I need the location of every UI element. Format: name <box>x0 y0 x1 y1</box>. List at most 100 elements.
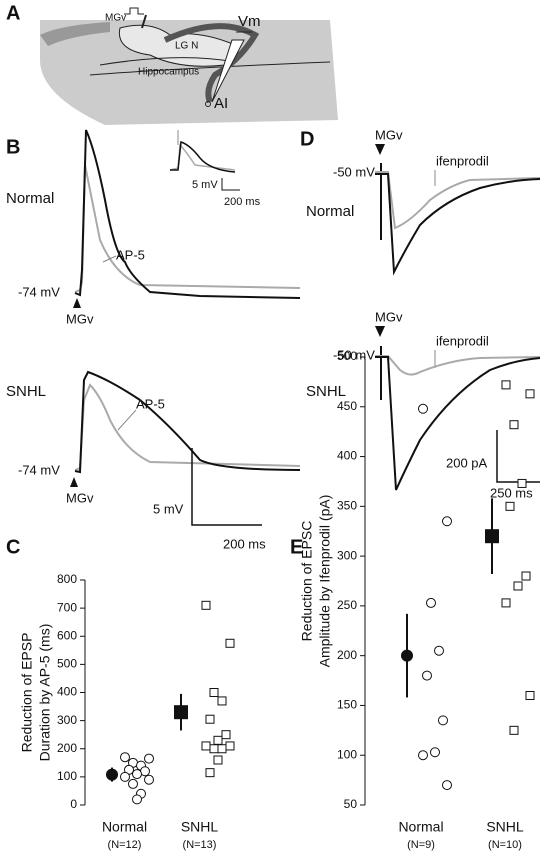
data-point <box>434 645 444 656</box>
trace-control <box>375 173 541 276</box>
label: Vm <box>238 13 261 30</box>
data-point <box>525 389 535 399</box>
data-point <box>430 747 440 758</box>
data-point <box>513 581 523 591</box>
y-tick-label: 400 <box>57 685 77 699</box>
scale-label: 5 mV <box>192 179 218 191</box>
y-tick-label: 450 <box>337 399 357 413</box>
x-n-label: (N=10) <box>488 839 522 851</box>
label: AI <box>214 95 228 112</box>
stim-marker <box>375 326 385 337</box>
y-tick-label: 700 <box>57 600 77 614</box>
scale-label: 5 mV <box>153 501 184 516</box>
trace-drug <box>375 355 541 376</box>
data-point <box>201 741 211 751</box>
recording-site <box>205 101 211 107</box>
data-point <box>120 752 130 763</box>
stim-marker <box>73 298 81 308</box>
drug-label: AP-5 <box>116 247 145 262</box>
y-tick-label: 350 <box>337 499 357 513</box>
y-tick-label: 400 <box>337 449 357 463</box>
y-tick-label: 50 <box>344 797 358 811</box>
trace-drug <box>375 171 541 230</box>
drug-label: ifenprodil <box>436 153 489 168</box>
panel-b: B Normal AP-5 -74 mV MGv 5 mV 200 ms SNH… <box>6 129 301 551</box>
hippocampus-line <box>99 57 236 66</box>
data-point <box>509 420 519 430</box>
stim-label: MGv <box>66 311 94 326</box>
mean-marker <box>485 529 499 544</box>
panel-a: A MGv LG N Hippocampus Vm AI <box>6 2 338 125</box>
mean-marker <box>174 705 188 720</box>
data-point <box>442 780 452 791</box>
drug-label: ifenprodil <box>436 333 489 348</box>
data-point <box>517 478 527 488</box>
recording-electrode <box>211 39 245 103</box>
baseline-label: -50 mV <box>333 164 375 179</box>
scale-bar <box>191 448 262 526</box>
y-tick-label: 250 <box>337 598 357 612</box>
data-point <box>501 380 511 390</box>
leader <box>102 255 117 263</box>
data-point <box>128 778 138 789</box>
y-axis-label: Reduction of EPSC <box>299 521 315 642</box>
data-point <box>418 750 428 761</box>
stim-pulse <box>124 7 144 15</box>
x-category-label: Normal <box>398 819 443 835</box>
trace-title: SNHL <box>6 383 46 400</box>
y-tick-label: 500 <box>57 657 77 671</box>
trace-drug <box>74 164 301 293</box>
y-axis-label: Amplitude by Ifenprodil (pA) <box>317 495 333 668</box>
tissue-strip <box>40 22 110 46</box>
data-point <box>521 571 531 581</box>
data-point <box>132 769 142 780</box>
baseline-label: -74 mV <box>18 462 60 477</box>
inset-control <box>170 140 236 173</box>
trace-title: Normal <box>6 190 54 207</box>
scale-label: 200 ms <box>223 536 266 551</box>
inset-scale-bar <box>221 178 240 191</box>
data-point <box>426 597 436 608</box>
trace-control <box>74 370 301 474</box>
x-n-label: (N=9) <box>407 839 435 851</box>
scale-label: 200 ms <box>224 196 261 208</box>
data-point <box>505 501 515 511</box>
y-tick-label: 800 <box>57 572 77 586</box>
y-tick-label: 0 <box>70 797 77 811</box>
y-axis-label: Reduction of EPSP <box>19 633 35 753</box>
data-point <box>144 753 154 764</box>
label: Hippocampus <box>138 67 199 78</box>
x-category-label: SNHL <box>486 819 524 835</box>
data-point <box>213 755 223 765</box>
x-n-label: (N=13) <box>183 839 217 851</box>
data-point <box>225 741 235 751</box>
mean-marker <box>106 768 118 781</box>
y-tick-label: 100 <box>337 747 357 761</box>
panel-d: D MGv -50 mV ifenprodil Normal MGv -50 m… <box>300 127 541 500</box>
panel-letter: D <box>300 128 314 150</box>
pathway <box>163 23 260 104</box>
data-point <box>205 768 215 778</box>
data-point <box>217 744 227 754</box>
panel-letter: E <box>290 536 303 558</box>
data-point <box>501 598 511 608</box>
stim-marker <box>70 477 78 487</box>
slice-line <box>89 61 331 76</box>
data-point <box>422 670 432 681</box>
scale-bar <box>496 430 540 483</box>
data-point <box>144 774 154 785</box>
data-point <box>205 714 215 724</box>
x-category-label: Normal <box>102 819 147 835</box>
y-tick-label: 100 <box>57 769 77 783</box>
y-tick-label: 300 <box>57 713 77 727</box>
y-tick-label: 150 <box>337 698 357 712</box>
x-category-label: SNHL <box>181 819 219 835</box>
data-point <box>438 715 448 726</box>
panel-letter: B <box>6 136 20 158</box>
data-point <box>418 403 428 414</box>
slice <box>40 20 338 125</box>
trace-title: Normal <box>306 203 354 220</box>
label: MGv <box>105 13 126 24</box>
panel-letter: A <box>6 2 20 24</box>
